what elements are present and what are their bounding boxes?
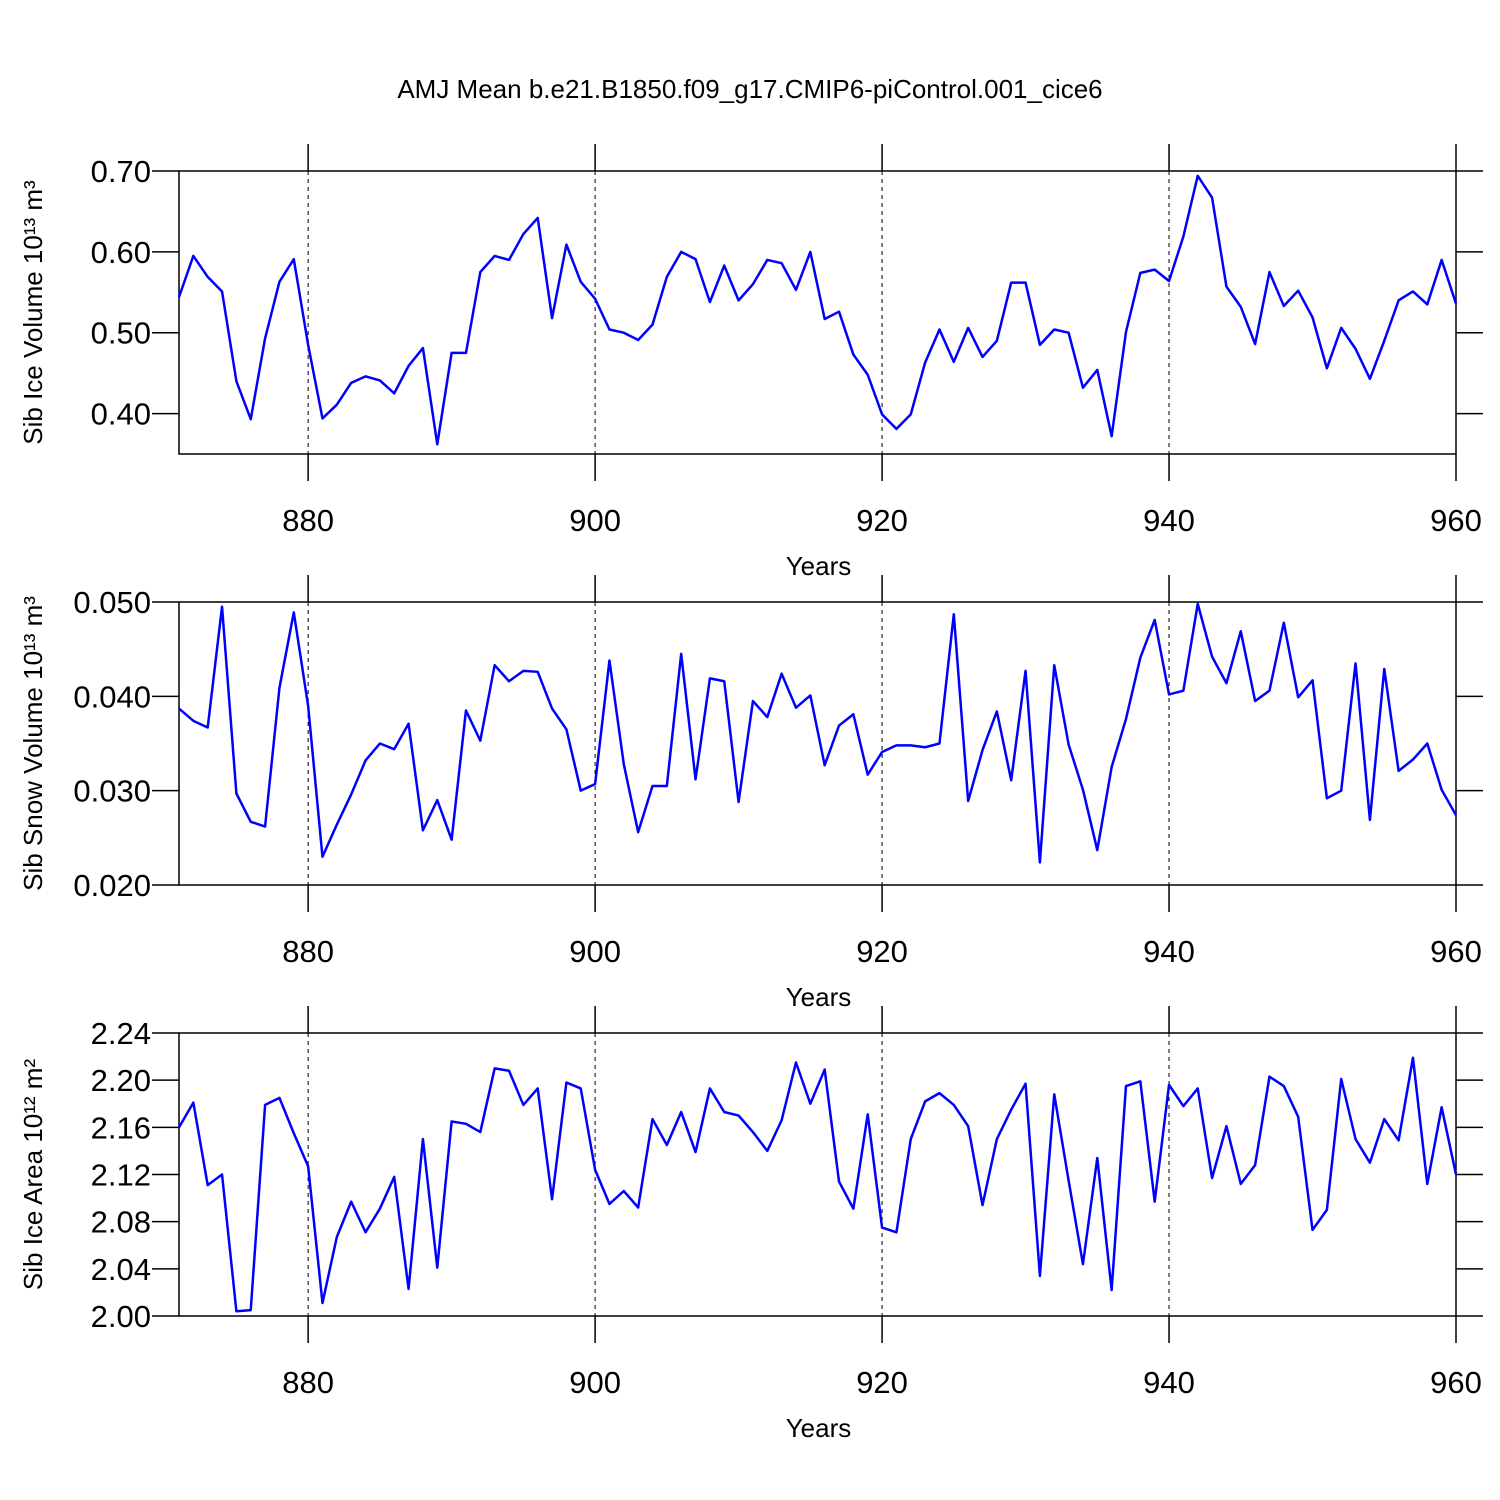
x-tick-label: 960 [1430,934,1482,969]
y-axis-label: Sib Ice Volume 10¹³ m³ [18,180,48,445]
y-axis-label: Sib Snow Volume 10¹³ m³ [18,596,48,891]
y-tick-label: 0.020 [73,868,151,903]
y-tick-label: 0.60 [91,235,151,270]
x-tick-label: 920 [856,503,908,538]
plot-frame [178,170,1457,455]
x-tick-label: 940 [1143,503,1195,538]
y-tick-label: 0.040 [73,679,151,714]
data-line [178,602,1458,864]
x-tick-label: 960 [1430,503,1482,538]
x-tick-label: 940 [1143,934,1195,969]
y-tick-label: 0.050 [73,585,151,620]
x-tick-label: 880 [282,1365,334,1400]
data-line [177,1056,1458,1313]
x-tick-label: 880 [282,503,334,538]
x-tick-label: 920 [856,1365,908,1400]
plot-frame [178,601,1457,886]
x-tick-label: 900 [569,934,621,969]
x-tick-label: 900 [569,1365,621,1400]
y-tick-label: 2.08 [91,1205,151,1240]
y-tick-label: 0.70 [91,154,151,189]
y-axis-label: Sib Ice Area 10¹² m² [18,1059,48,1291]
y-tick-label: 2.12 [91,1158,151,1193]
y-tick-label: 0.40 [91,397,151,432]
x-tick-label: 940 [1143,1365,1195,1400]
y-tick-label: 2.20 [91,1063,151,1098]
plot-frame [178,1032,1457,1317]
y-tick-label: 2.24 [91,1016,151,1051]
figure-title: AMJ Mean b.e21.B1850.f09_g17.CMIP6-piCon… [397,74,1102,104]
y-tick-label: 2.16 [91,1110,151,1145]
y-tick-label: 2.04 [91,1252,151,1287]
data-line [177,174,1458,446]
x-axis-label: Years [786,982,852,1012]
y-tick-label: 0.50 [91,316,151,351]
panel: 880 900 920 940 960 0.40 0.50 0.60 0.70 Years Sib … [18,144,1483,581]
x-tick-label: 920 [856,934,908,969]
x-tick-label: 960 [1430,1365,1482,1400]
x-axis-label: Years [786,551,852,581]
panel: 880 900 920 940 960 2.00 2.04 2.08 2.12 2.16 2.20 2… [18,1006,1483,1443]
y-tick-label: 2.00 [91,1299,151,1334]
x-tick-label: 900 [569,503,621,538]
x-axis-label: Years [786,1413,852,1443]
panel: 880 900 920 940 960 0.020 0.030 0.040 0.050 Years… [18,575,1483,1012]
x-tick-label: 880 [282,934,334,969]
y-tick-label: 0.030 [73,774,151,809]
